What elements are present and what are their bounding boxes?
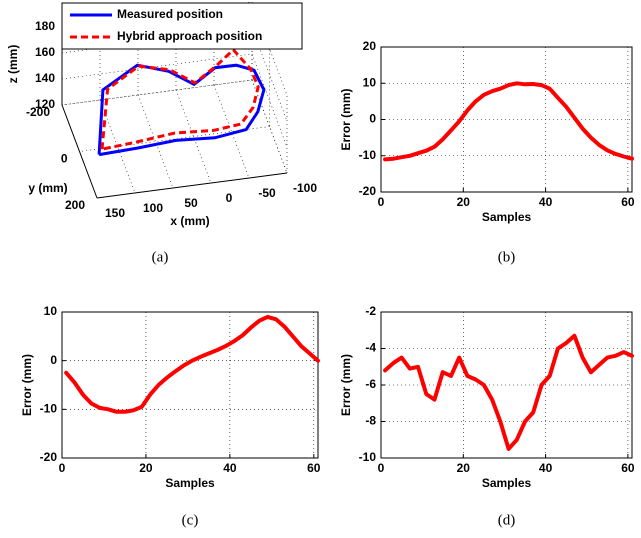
z-tick-label: 120 [35,97,55,111]
y-tick-label: 0 [61,152,68,166]
y-tick-label: -20 [359,184,377,198]
y-axis-label: Error (mm) [20,354,34,416]
caption: (d) [498,512,516,528]
z-tick-label: 140 [35,71,55,85]
y-axis-label: Error (mm) [339,88,353,150]
x-tick-label: 100 [143,201,163,215]
grid-line [213,84,250,179]
y-axis-label: y (mm) [28,181,67,195]
x-axis-label: x (mm) [170,214,209,228]
x-tick-label: 60 [307,461,321,475]
y-tick-label: -6 [365,377,376,391]
x-axis-label: Samples [482,210,532,224]
y-tick-label: 10 [44,304,58,318]
x-tick-label: 50 [184,196,198,210]
y-tick-label: -10 [359,148,377,162]
y-tick-label: 10 [363,75,377,89]
grid-line [251,53,288,148]
y-axis-label: Error (mm) [339,354,353,416]
y-tick-label: 0 [50,353,57,367]
y-tick-label: 200 [65,198,85,212]
x-tick-label: 20 [139,461,153,475]
y-tick-label: -4 [365,341,376,355]
x-tick-label: 150 [105,206,125,220]
caption: (b) [498,249,516,265]
caption: (c) [182,512,199,528]
y-tick-label: -10 [359,450,377,464]
x-tick-label: 60 [621,195,635,209]
trajectory [97,63,266,157]
x-tick-label: 40 [223,461,237,475]
legend-box [61,2,303,50]
y-tick-label: -8 [365,414,376,428]
x-tick-label: 40 [539,461,553,475]
x-tick-label: 60 [621,461,635,475]
x-tick-label: 0 [378,461,385,475]
caption: (a) [152,249,169,265]
z-axis-label: z (mm) [6,45,20,84]
plot-area [381,47,632,192]
legend-label: Hybrid approach position [117,29,262,43]
trajectory [100,47,260,151]
x-tick-label: 0 [378,195,385,209]
error-line [383,333,634,451]
plot-area [62,312,318,458]
legend-label: Measured position [117,7,223,21]
grid-line [137,94,174,189]
y-tick-label: -10 [40,402,58,416]
x-tick-label: 20 [457,461,471,475]
y-tick-label: -200 [26,105,50,119]
grid-line [175,89,212,184]
x-axis-label: Samples [165,476,215,490]
error-line [64,314,320,414]
error-line [383,81,634,162]
x-tick-label: 0 [59,461,66,475]
x-tick-label: -50 [258,186,276,200]
axis-line [96,172,288,199]
x-tick-label: 40 [539,195,553,209]
grid-line [251,79,288,174]
x-tick-label: -100 [293,181,317,195]
x-tick-label: 0 [226,191,233,205]
z-tick-label: 160 [35,45,55,59]
y-tick-label: -20 [40,450,58,464]
y-tick-label: 20 [363,39,377,53]
axes-box [380,311,633,459]
z-tick-label: 180 [35,19,55,33]
axis-line [61,104,98,199]
y-tick-label: -2 [365,304,376,318]
axes-box [61,311,319,459]
x-tick-label: 20 [457,195,471,209]
axes-box [380,46,633,193]
x-axis-label: Samples [482,476,532,490]
y-tick-label: 0 [369,112,376,126]
